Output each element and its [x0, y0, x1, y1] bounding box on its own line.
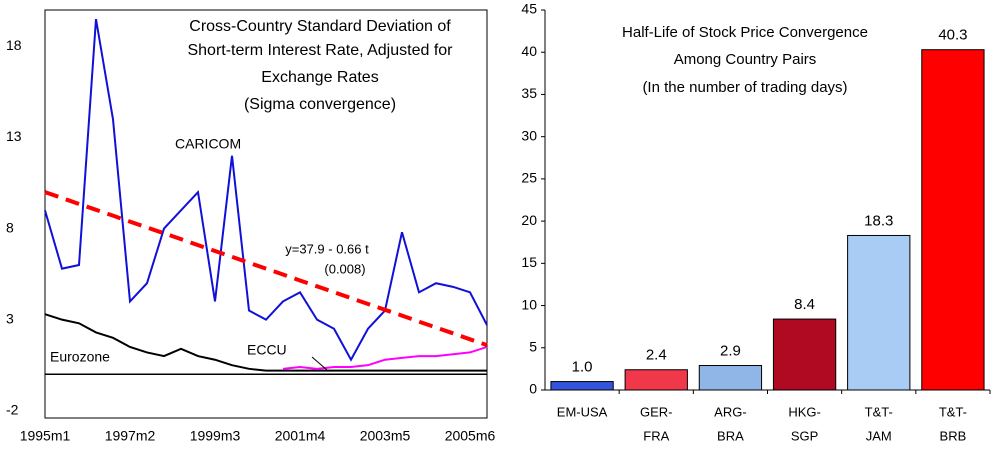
x-tick-label: FRA: [643, 428, 669, 443]
x-tick-label: 1995m1: [20, 428, 71, 444]
y-tick-label: 0: [529, 381, 537, 397]
chart-title: Among Country Pairs: [674, 51, 817, 68]
x-tick-label: 1997m2: [105, 428, 156, 444]
x-tick-label: ARG-: [714, 404, 747, 419]
data-line: [44, 18, 488, 362]
y-tick-label: 13: [6, 128, 22, 144]
x-tick-label: 2003m5: [360, 428, 411, 444]
x-tick-label: T&T-: [939, 404, 967, 419]
chart-title: Short-term Interest Rate, Adjusted for: [187, 42, 453, 59]
value-label: 18.3: [864, 212, 893, 229]
value-label: 8.4: [794, 296, 815, 313]
y-tick-label: 25: [521, 170, 537, 186]
y-tick-label: 15: [521, 254, 537, 270]
data-line: [282, 346, 488, 370]
value-label: 2.9: [720, 342, 741, 359]
y-tick-label: 8: [6, 219, 14, 235]
value-label: 1.0: [572, 359, 593, 376]
y-tick-label: 10: [521, 296, 537, 312]
trend-line: [44, 190, 488, 348]
y-tick-label: 35: [521, 85, 537, 101]
label-pointer: [311, 356, 328, 371]
x-tick-label: BRA: [717, 428, 744, 443]
y-tick-label: 5: [529, 338, 537, 354]
y-tick-label: 40: [521, 43, 537, 59]
bar: [698, 365, 763, 391]
y-tick-label: 45: [521, 1, 537, 17]
x-tick-label: JAM: [866, 428, 892, 443]
series-label: Eurozone: [50, 349, 110, 365]
bar: [847, 234, 911, 391]
series-label: CARICOM: [175, 136, 241, 152]
bar: [921, 49, 985, 391]
value-label: 2.4: [646, 347, 667, 364]
plot-frame: [44, 9, 488, 419]
x-tick-label: GER-: [640, 404, 673, 419]
data-line: [44, 313, 487, 372]
x-tick-label: T&T-: [865, 404, 893, 419]
chart-title: (Sigma convergence): [244, 96, 396, 113]
y-tick-label: -2: [6, 401, 19, 417]
x-tick-label: HKG-: [788, 404, 821, 419]
y-tick-label: 20: [521, 212, 537, 228]
y-tick-label: 30: [521, 127, 537, 143]
x-tick-label: 1999m3: [190, 428, 241, 444]
y-tick-label: 3: [6, 310, 14, 326]
annotation: (0.008): [324, 261, 365, 276]
bar: [550, 381, 614, 391]
value-label: 40.3: [938, 27, 967, 44]
x-tick-label: 2005m6: [445, 428, 496, 444]
x-tick-label: 2001m4: [275, 428, 326, 444]
series-label: ECCU: [247, 342, 287, 358]
chart-title: Exchange Rates: [261, 69, 378, 86]
x-tick-label: SGP: [791, 428, 818, 443]
x-tick-label: EM-USA: [557, 404, 608, 419]
chart-title: Cross-Country Standard Deviation of: [189, 18, 451, 35]
chart-title: Half-Life of Stock Price Convergence: [622, 24, 868, 41]
x-tick-label: BRB: [940, 428, 967, 443]
bar: [624, 369, 688, 391]
y-tick-label: 18: [6, 37, 22, 53]
chart-title: (In the number of trading days): [642, 79, 847, 96]
annotation: y=37.9 - 0.66 t: [285, 241, 369, 256]
bar: [772, 318, 837, 391]
